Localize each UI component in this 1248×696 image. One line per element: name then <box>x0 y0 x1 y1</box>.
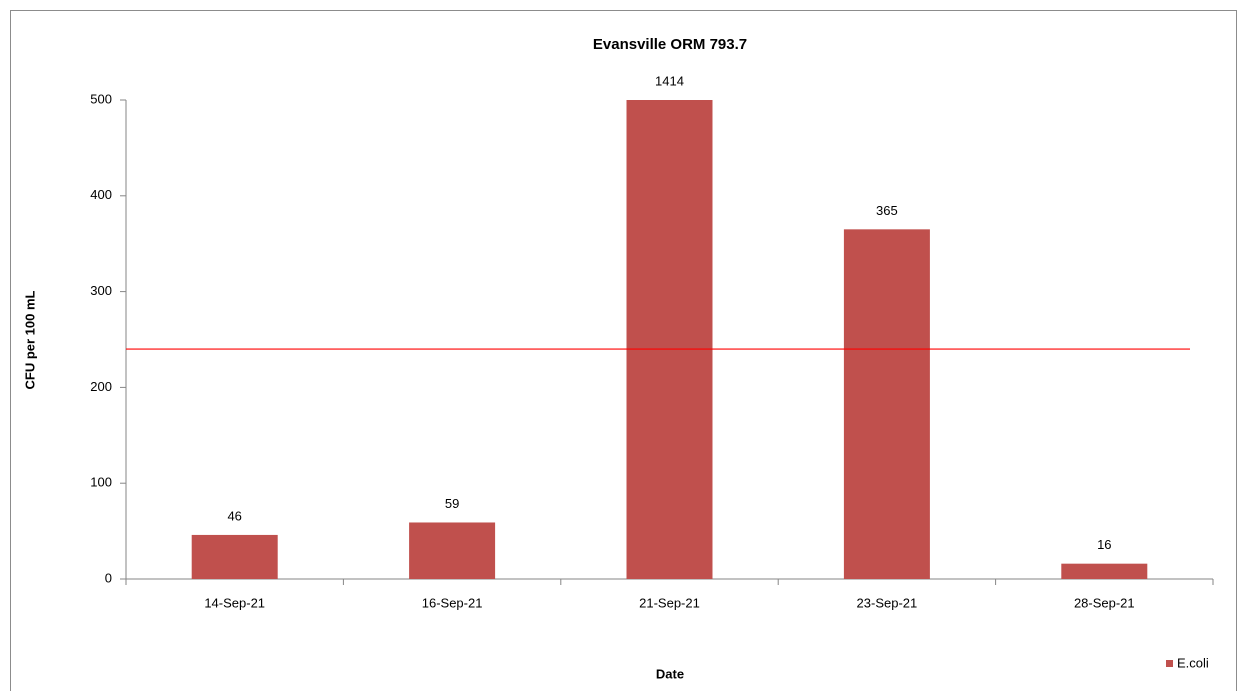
data-label: 16 <box>1097 537 1111 552</box>
bar <box>843 229 930 579</box>
data-label: 59 <box>445 496 459 511</box>
x-tick-label: 21-Sep-21 <box>639 595 700 610</box>
legend-swatch <box>1166 660 1173 667</box>
y-tick-label: 500 <box>90 91 112 106</box>
bar <box>626 100 713 579</box>
y-tick-label: 100 <box>90 475 112 490</box>
data-label: 365 <box>876 203 898 218</box>
x-tick-label: 28-Sep-21 <box>1074 595 1135 610</box>
data-label: 1414 <box>655 73 684 88</box>
x-tick-label: 16-Sep-21 <box>422 595 483 610</box>
y-tick-label: 300 <box>90 283 112 298</box>
bar <box>409 522 496 579</box>
chart-title: Evansville ORM 793.7 <box>593 36 747 53</box>
bar <box>1061 563 1148 579</box>
y-tick-label: 0 <box>105 570 112 585</box>
bar <box>191 534 278 579</box>
chart-frame <box>10 10 1237 696</box>
data-label: 46 <box>227 508 241 523</box>
x-tick-label: 14-Sep-21 <box>204 595 265 610</box>
x-axis-title: Date <box>656 666 684 681</box>
x-tick-label: 23-Sep-21 <box>857 595 918 610</box>
y-tick-label: 200 <box>90 379 112 394</box>
y-axis-title: CFU per 100 mL <box>22 290 37 389</box>
y-tick-label: 400 <box>90 187 112 202</box>
legend-label: E.coli <box>1177 655 1209 670</box>
